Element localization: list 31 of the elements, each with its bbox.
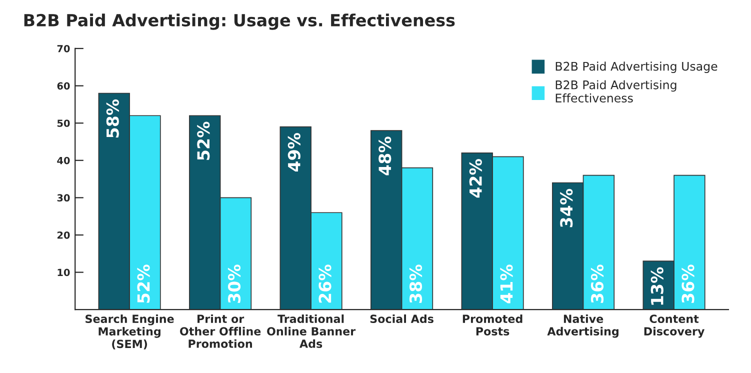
data-label: 52% bbox=[137, 264, 150, 303]
data-label: 58% bbox=[106, 99, 119, 138]
data-label: 48% bbox=[378, 136, 392, 176]
data-label: 41% bbox=[500, 264, 513, 304]
y-tick-label: 40 bbox=[57, 156, 70, 164]
y-tick-label: 60 bbox=[57, 82, 70, 90]
data-label: 26% bbox=[318, 264, 332, 303]
y-tick-label: 70 bbox=[57, 44, 70, 52]
y-tick-label: 20 bbox=[57, 231, 70, 239]
data-label: 42% bbox=[469, 159, 482, 198]
chart-title: B2B Paid Advertising: Usage vs. Effectiveness bbox=[24, 14, 455, 30]
legend-label: B2B Paid Advertising Usage bbox=[556, 62, 718, 74]
data-label: 49% bbox=[288, 132, 300, 172]
data-label: 36% bbox=[682, 264, 694, 303]
data-label: 36% bbox=[590, 264, 604, 303]
x-tick-label: Social Ads bbox=[370, 314, 434, 324]
x-tick-label: Search Engine Marketing (SEM) bbox=[86, 314, 174, 350]
data-label: 13% bbox=[650, 267, 664, 305]
data-label: 30% bbox=[228, 264, 241, 303]
data-label: 38% bbox=[409, 264, 422, 303]
data-label: 52% bbox=[197, 122, 210, 160]
x-tick-label: Native Advertising bbox=[547, 314, 618, 338]
x-tick-label: Print or Other Offline Promotion bbox=[180, 314, 261, 348]
x-tick-label: Promoted Posts bbox=[462, 314, 522, 336]
legend-label: B2B Paid Advertising Effectiveness bbox=[556, 80, 676, 103]
y-tick-label: 10 bbox=[58, 268, 70, 276]
y-tick-label: 50 bbox=[57, 120, 70, 127]
y-tick-label: 30 bbox=[57, 194, 70, 202]
data-label: 34% bbox=[560, 188, 573, 228]
x-tick-label: Content Discovery bbox=[644, 314, 705, 338]
x-tick-label: Traditional Online Banner Ads bbox=[267, 314, 356, 348]
